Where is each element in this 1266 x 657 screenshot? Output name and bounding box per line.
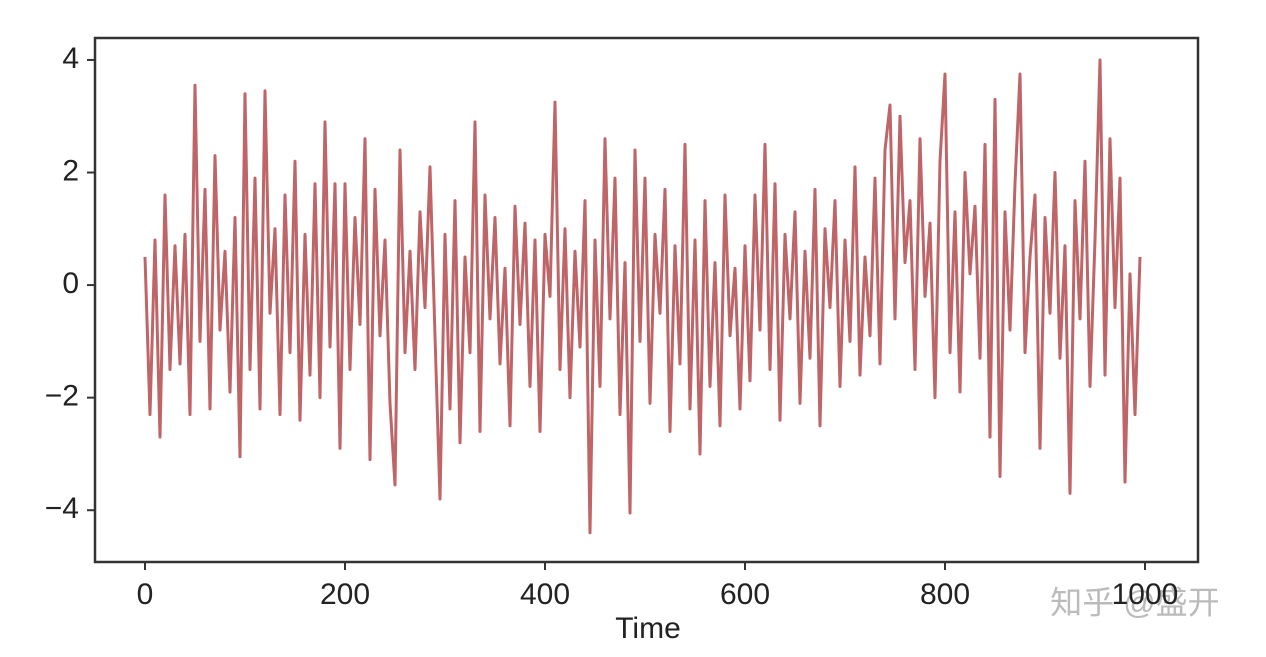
x-axis-label: Time: [615, 612, 681, 645]
plot-frame: [93, 36, 1200, 564]
y-tick-label: −4: [45, 492, 79, 525]
x-tick-label: 800: [920, 578, 970, 611]
data-line: [143, 58, 1142, 535]
y-tick-label: 0: [62, 267, 79, 300]
y-tick-label: 4: [62, 42, 79, 75]
x-tick-label: 0: [137, 578, 154, 611]
x-tick-label: 400: [520, 578, 570, 611]
watermark: 知乎 @盛开: [1050, 584, 1219, 620]
y-tick-label: 2: [62, 154, 79, 187]
x-tick-label: 200: [320, 578, 370, 611]
x-tick-label: 1000: [1112, 578, 1179, 611]
x-tick-label: 600: [720, 578, 770, 611]
y-tick-label: −2: [45, 380, 79, 413]
